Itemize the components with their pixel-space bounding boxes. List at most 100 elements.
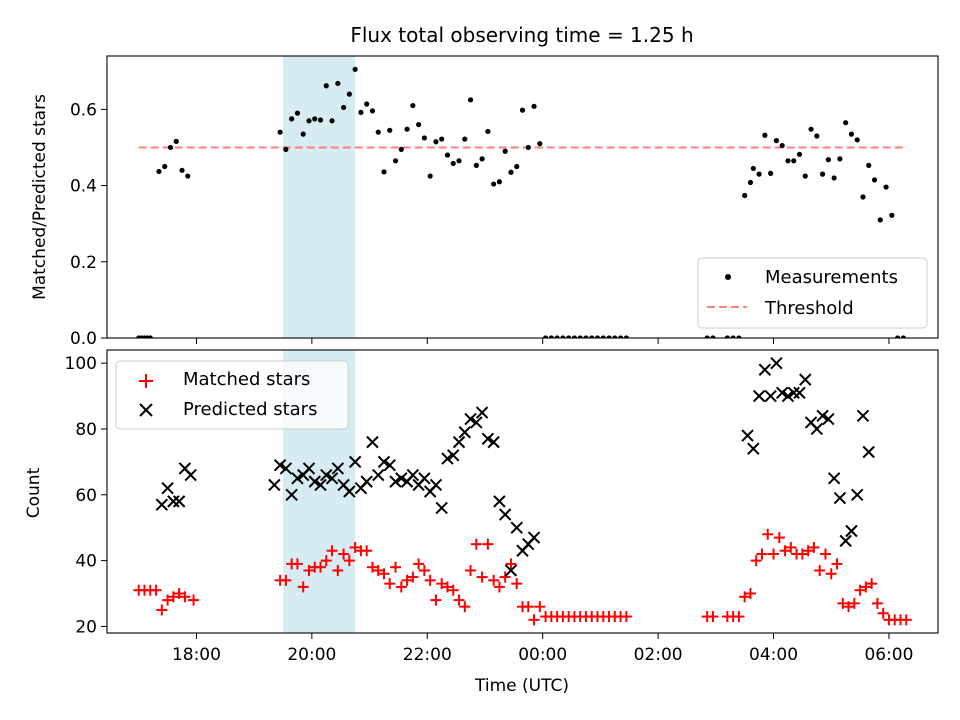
measurement-point (883, 184, 889, 190)
matched-star-point (162, 594, 174, 606)
matched-star-point (768, 548, 780, 560)
matched-star-point (620, 611, 632, 623)
measurements-series (136, 66, 906, 338)
top-panel: 0.0 0.2 0.4 0.6 Matched/Predicted stars Mea… (30, 55, 939, 349)
measurement-point (167, 144, 174, 151)
predicted-star-point (741, 429, 754, 442)
matched-star-point (326, 545, 338, 557)
measurement-point (179, 167, 185, 173)
measurement-point (889, 212, 895, 218)
measurement-point (747, 179, 754, 186)
matched-star-point (390, 561, 402, 573)
measurement-point (323, 83, 329, 89)
measurement-point (808, 126, 814, 132)
matched-star-point (447, 584, 459, 596)
top-y-axis-label: Matched/Predicted stars (30, 94, 50, 300)
measurement-point (779, 142, 785, 149)
measurement-point (756, 171, 762, 177)
measurement-point (427, 173, 433, 179)
measurement-point (724, 335, 730, 338)
matched-star-point (837, 597, 849, 609)
matched-star-point (482, 538, 494, 550)
matched-star-point (739, 591, 751, 603)
measurement-point (606, 335, 612, 338)
measurement-point (462, 136, 468, 142)
measurement-point (768, 170, 774, 176)
measurement-point (525, 144, 531, 151)
predicted-star-point (184, 468, 197, 482)
predicted-star-point (504, 564, 518, 577)
legend-predicted-marker (139, 403, 153, 417)
predicted-star-point (851, 488, 864, 501)
predicted-star-point (302, 462, 316, 475)
measurement-point (277, 129, 283, 135)
measurement-point (162, 163, 168, 170)
predicted-star-point (320, 468, 333, 482)
matched-star-point (320, 555, 332, 567)
measurement-point (185, 173, 191, 179)
measurement-point (542, 335, 549, 338)
predicted-star-point (447, 449, 460, 462)
top-plot-frame (106, 55, 939, 339)
predicted-star-point (747, 442, 760, 455)
predicted-star-point (389, 475, 402, 488)
measurement-point (387, 127, 393, 133)
matched-star-point (499, 571, 511, 583)
predicted-star-point (810, 422, 824, 436)
predicted-star-point (752, 389, 766, 403)
measurement-point (473, 162, 479, 168)
measurement-point (410, 102, 416, 109)
x-tick-label: 04:00 (749, 645, 798, 665)
measurement-point (491, 181, 497, 187)
legend-predicted-label: Predicted stars (183, 399, 317, 420)
predicted-star-point (475, 406, 489, 419)
matched-star-point (366, 561, 378, 573)
predicted-star-point (279, 462, 293, 475)
predicted-star-point (291, 472, 304, 485)
predicted-star-point (510, 521, 523, 534)
predicted-star-point (822, 412, 835, 426)
matched-star-point (762, 528, 774, 540)
measurement-point (335, 80, 341, 87)
predicted-star-point (161, 482, 174, 495)
measurement-point (329, 118, 335, 124)
measurement-point (730, 335, 736, 338)
matched-star-point (470, 538, 482, 550)
predicted-star-point (458, 426, 471, 439)
measurement-point (514, 163, 520, 170)
matched-star-point (854, 584, 866, 596)
measurement-point (736, 335, 742, 338)
top-legend-box (697, 257, 928, 329)
predicted-star-point (155, 498, 169, 511)
matched-star-point (534, 601, 546, 613)
matched-star-point (372, 564, 384, 576)
measurement-point (283, 146, 289, 152)
predicted-star-point (527, 531, 541, 544)
matched-star-point (511, 578, 523, 590)
predicted-star-point (273, 458, 287, 472)
matched-star-point (877, 607, 889, 619)
matched-star-point (756, 548, 768, 560)
predicted-star-point (758, 363, 772, 376)
measurement-point (456, 158, 462, 164)
predicted-star-point (172, 495, 186, 508)
matched-star-point (860, 581, 872, 593)
y-tick-label: 0.4 (70, 177, 97, 197)
matched-star-point (150, 584, 162, 596)
matched-star-point (407, 571, 419, 583)
matched-star-point (733, 611, 745, 623)
x-tick-label: 06:00 (864, 645, 913, 665)
measurement-point (877, 217, 883, 223)
measurement-point (300, 131, 306, 137)
matched-star-point (796, 548, 808, 560)
measurement-point (444, 152, 451, 158)
predicted-star-point (418, 472, 431, 485)
measurement-point (866, 162, 872, 168)
predicted-star-point (764, 389, 777, 403)
matched-star-point (418, 564, 430, 576)
bottom-y-axis: 20 40 60 80 100 (65, 354, 107, 637)
predicted-star-point (452, 435, 466, 449)
measurement-point (571, 335, 578, 338)
legend-matched-label: Matched stars (183, 369, 310, 390)
matched-star-point (493, 581, 505, 593)
